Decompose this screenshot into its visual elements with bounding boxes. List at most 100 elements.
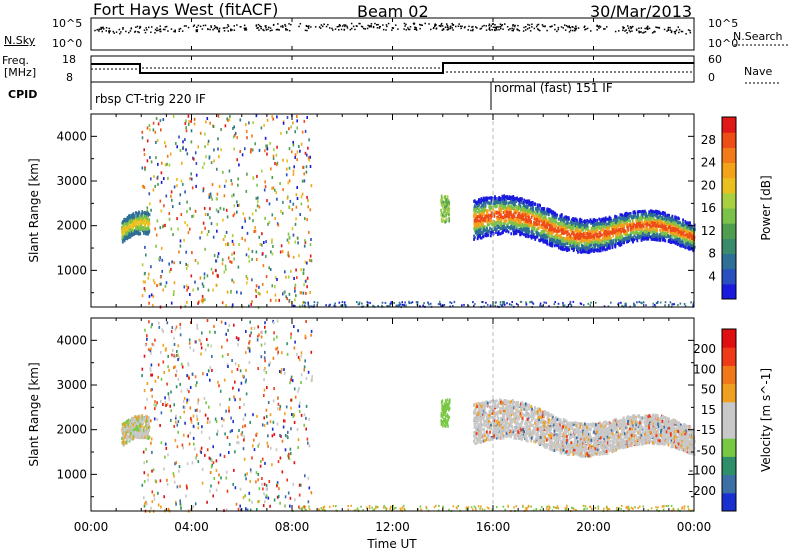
scatter-cell [202, 165, 204, 169]
echo-cell [576, 232, 579, 236]
scatter-cell [150, 265, 152, 269]
noise-point [494, 26, 496, 29]
scatter-cell [146, 159, 149, 163]
echo-cell [613, 218, 616, 222]
scatter-cell [148, 272, 150, 276]
ground-cell [495, 301, 497, 304]
echo-cell [588, 238, 591, 242]
ground-cell [386, 305, 388, 307]
echo-cell [637, 210, 639, 214]
echo-cell [510, 213, 513, 217]
echo-cell [440, 198, 443, 201]
echo-cell [498, 198, 500, 201]
noise-point [207, 28, 209, 31]
echo-cell [505, 210, 508, 214]
echo-cell [124, 222, 126, 226]
echo-cell [534, 202, 536, 206]
ground-cell [640, 301, 642, 304]
echo-cell [526, 218, 529, 222]
echo-cell [502, 211, 505, 215]
noise-point [644, 27, 646, 30]
scatter-cell [232, 193, 235, 197]
echo-cell [681, 235, 684, 239]
echo-cell [669, 225, 672, 229]
echo-cell [545, 234, 547, 238]
scatter-cell [184, 190, 186, 194]
echo-cell [621, 219, 624, 223]
echo-cell [690, 231, 693, 235]
echo-cell [646, 232, 649, 236]
echo-cell [478, 226, 480, 230]
scatter-cell [207, 142, 209, 146]
echo-cell [536, 228, 538, 232]
scatter-cell [291, 150, 293, 154]
scatter-cell [266, 144, 268, 148]
echo-cell [524, 224, 527, 228]
noise-point [271, 29, 273, 31]
scatter-cell [178, 135, 180, 139]
echo-cell [136, 217, 138, 221]
echo-cell [588, 248, 591, 252]
echo-cell [441, 219, 444, 223]
echo-cell [607, 217, 610, 221]
scatter-cell [191, 177, 193, 181]
noise-point [322, 25, 324, 28]
noise-point [468, 25, 470, 28]
echo-cell [664, 232, 666, 236]
ground-cell [603, 305, 606, 308]
echo-cell [648, 222, 651, 226]
echo-cell [606, 217, 608, 221]
echo-cell [593, 223, 596, 226]
echo-cell [508, 225, 511, 229]
noise-point [156, 27, 158, 29]
echo-cell [573, 247, 575, 251]
scatter-cell [246, 281, 248, 285]
echo-cell [522, 209, 525, 213]
echo-cell [548, 232, 551, 235]
echo-cell [493, 214, 496, 218]
echo-cell [553, 213, 556, 217]
ground-cell [530, 300, 533, 303]
echo-cell [611, 244, 614, 248]
echo-cell [657, 216, 660, 220]
echo-cell [580, 226, 583, 230]
echo-cell [671, 232, 674, 236]
noise-point [517, 24, 519, 27]
echo-cell [482, 199, 484, 203]
noise-point [537, 23, 540, 26]
echo-cell [656, 232, 658, 236]
noise-point [236, 24, 238, 26]
echo-cell [557, 217, 560, 221]
scatter-cell [227, 243, 230, 247]
noise-point [518, 29, 521, 32]
ground-cell [334, 305, 337, 308]
noise-point [403, 28, 405, 30]
echo-cell [566, 226, 569, 230]
noise-point [419, 23, 421, 26]
scatter-cell [292, 172, 295, 176]
echo-cell [521, 231, 524, 235]
scatter-cell [225, 243, 227, 246]
noise-point [551, 25, 553, 27]
noise-point [135, 26, 137, 28]
echo-cell [550, 239, 553, 242]
noise-point [438, 25, 441, 27]
echo-cell [512, 198, 514, 202]
echo-cell [446, 203, 448, 207]
noise-point [150, 31, 152, 33]
noise-point [332, 29, 334, 31]
echo-cell [489, 207, 492, 211]
echo-cell [511, 207, 514, 211]
noise-point [646, 25, 649, 28]
echo-cell [491, 227, 493, 231]
echo-cell [627, 240, 630, 244]
scatter-cell [141, 294, 144, 298]
ground-cell [429, 302, 432, 305]
noise-point [489, 29, 491, 31]
scatter-cell [225, 303, 227, 307]
ground-cell [563, 304, 566, 307]
scatter-cell [197, 287, 199, 291]
ground-cell [529, 301, 531, 304]
scatter-cell [201, 295, 204, 298]
